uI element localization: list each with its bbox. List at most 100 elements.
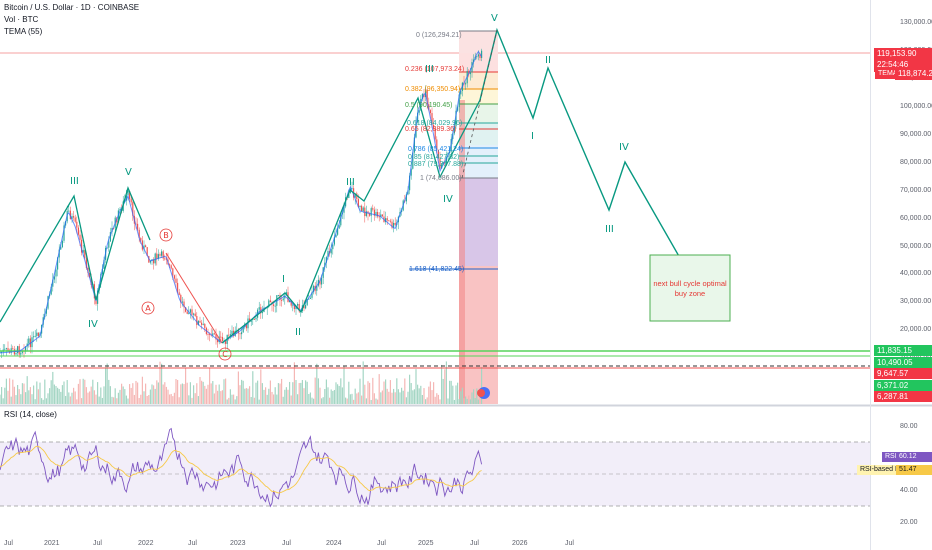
volume-bar bbox=[31, 394, 33, 404]
volume-bar bbox=[201, 380, 203, 404]
volume-bar bbox=[146, 395, 148, 404]
candle-body bbox=[370, 208, 372, 216]
volume-bar bbox=[325, 379, 327, 404]
candle-body bbox=[338, 225, 340, 229]
candle-body bbox=[143, 245, 145, 250]
volume-indicator-label[interactable]: Vol · BTC bbox=[4, 15, 39, 24]
candle-body bbox=[183, 301, 185, 308]
candle-body bbox=[193, 313, 195, 315]
fib-label-05: 0.5 (90,190.45) bbox=[405, 102, 452, 109]
tema-tag-label: TEMA bbox=[875, 69, 901, 79]
candle-body bbox=[45, 308, 47, 314]
volume-bar bbox=[66, 380, 68, 404]
volume-bar bbox=[141, 376, 143, 404]
volume-bar bbox=[81, 398, 83, 404]
candle-body bbox=[196, 316, 198, 326]
candle-body bbox=[476, 56, 478, 58]
candle-body bbox=[393, 222, 395, 228]
volume-bar bbox=[63, 381, 65, 404]
volume-bar bbox=[236, 396, 238, 404]
volume-bar bbox=[217, 390, 219, 404]
time-axis-label: 2024 bbox=[326, 540, 342, 547]
volume-bar bbox=[191, 397, 193, 404]
rsi-ma-tag-label: RSI-based MA bbox=[857, 465, 909, 475]
candle-body bbox=[281, 299, 283, 301]
candle-body bbox=[149, 260, 151, 263]
time-axis-label: Jul bbox=[377, 540, 386, 547]
candle-body bbox=[405, 194, 407, 202]
volume-bar bbox=[481, 367, 483, 404]
volume-bar bbox=[47, 393, 49, 404]
candle-body bbox=[319, 279, 321, 285]
candle-body bbox=[444, 161, 446, 164]
volume-bar bbox=[149, 389, 151, 404]
volume-bar bbox=[426, 397, 428, 404]
volume-bar bbox=[154, 388, 156, 404]
candle-body bbox=[172, 268, 174, 276]
volume-bar bbox=[124, 389, 126, 404]
volume-bar bbox=[370, 399, 372, 404]
rsi-indicator-label[interactable]: RSI (14, close) bbox=[4, 410, 57, 419]
candle-body bbox=[298, 304, 300, 312]
candle-body bbox=[412, 152, 414, 169]
volume-bar bbox=[12, 379, 14, 404]
wave-label-IV-1: IV bbox=[88, 319, 98, 330]
candle-body bbox=[292, 304, 294, 306]
volume-bar bbox=[244, 388, 246, 404]
volume-bar bbox=[405, 397, 407, 404]
event-icon-2[interactable] bbox=[477, 389, 485, 397]
volume-bar bbox=[1, 387, 3, 404]
volume-bar bbox=[393, 388, 395, 404]
candle-body bbox=[423, 94, 425, 98]
price-axis-label: 20,000.00 bbox=[900, 326, 931, 333]
volume-bar bbox=[431, 390, 433, 404]
candle-body bbox=[249, 318, 251, 322]
price-pane[interactable] bbox=[0, 0, 870, 404]
candle-body bbox=[188, 312, 190, 314]
tema-indicator-label[interactable]: TEMA (55) bbox=[4, 27, 43, 36]
rsi-axis-label: 20.00 bbox=[900, 519, 918, 526]
volume-bar bbox=[277, 383, 279, 404]
volume-bar bbox=[313, 398, 315, 404]
volume-bar bbox=[65, 395, 67, 404]
volume-bar bbox=[253, 397, 255, 404]
volume-bar bbox=[305, 380, 307, 404]
volume-bar bbox=[295, 379, 297, 404]
candle-body bbox=[469, 72, 471, 75]
candle-body bbox=[309, 297, 311, 299]
tema-line bbox=[0, 50, 483, 354]
volume-bar bbox=[450, 380, 452, 404]
volume-bar bbox=[156, 380, 158, 404]
candle-body bbox=[455, 110, 457, 127]
volume-bar bbox=[36, 381, 38, 404]
volume-bar bbox=[34, 399, 36, 404]
volume-bar bbox=[385, 379, 387, 404]
time-axis[interactable]: Jul 2021 Jul 2022 Jul 2023 Jul 2024 Jul 2025 Jul 20… bbox=[4, 540, 574, 547]
volume-bar bbox=[380, 392, 382, 404]
volume-bar bbox=[316, 363, 318, 404]
candle-body bbox=[335, 234, 337, 238]
candle-body bbox=[381, 214, 383, 217]
volume-bar bbox=[41, 398, 43, 404]
candle-body bbox=[252, 319, 254, 320]
volume-bar bbox=[409, 374, 411, 404]
fib-zones bbox=[459, 31, 498, 404]
candle-body bbox=[433, 124, 435, 130]
volume-bar bbox=[242, 380, 244, 404]
candle-body bbox=[375, 212, 377, 216]
volume-bar bbox=[401, 387, 403, 404]
volume-bar bbox=[434, 396, 436, 404]
volume-bar bbox=[151, 384, 153, 404]
volume-bar bbox=[193, 385, 195, 404]
volume-bar bbox=[359, 378, 361, 404]
volume-bar bbox=[466, 398, 468, 404]
candle-body bbox=[178, 292, 180, 295]
candle-body bbox=[170, 265, 172, 269]
candle-body bbox=[439, 158, 441, 169]
candle-body bbox=[34, 335, 36, 337]
candle-body bbox=[106, 247, 108, 249]
volume-bar bbox=[199, 376, 201, 404]
volume-bar bbox=[143, 391, 145, 404]
volume-bar bbox=[92, 379, 94, 404]
